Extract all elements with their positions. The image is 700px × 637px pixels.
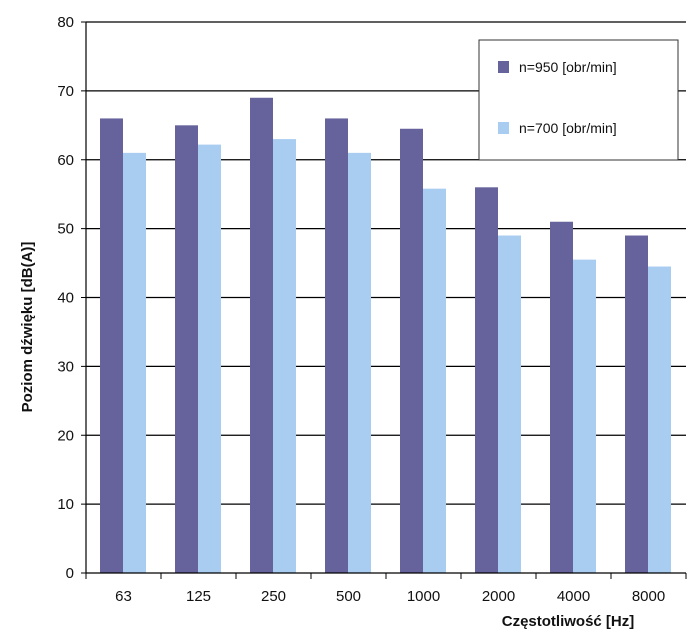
bar-n700-2000	[498, 235, 521, 573]
bar-n700-63	[123, 152, 146, 574]
y-tick-label: 50	[57, 221, 74, 238]
x-tick-label: 250	[261, 588, 286, 605]
bar-n700-1000	[423, 188, 446, 574]
bar-n950-1000	[400, 128, 423, 573]
x-tick-label: 4000	[557, 588, 590, 605]
bar-n950-8000	[625, 235, 648, 573]
x-axis-title: Częstotliwość [Hz]	[502, 613, 635, 630]
bar-n700-250	[273, 139, 296, 573]
x-tick-label: 2000	[482, 588, 515, 605]
y-tick-label: 40	[57, 290, 74, 307]
bar-n950-63	[100, 118, 123, 574]
x-tick-label: 63	[115, 588, 132, 605]
x-tick-label: 8000	[632, 588, 665, 605]
y-tick-label: 30	[57, 358, 74, 375]
legend: n=950 [obr/min] n=700 [obr/min]	[478, 39, 679, 161]
bar-n700-8000	[648, 266, 671, 573]
bar-n950-125	[175, 125, 198, 573]
bar-n700-125	[198, 144, 221, 573]
y-tick-label: 60	[57, 152, 74, 169]
bar-n700-4000	[573, 259, 596, 573]
bar-n950-4000	[550, 221, 573, 574]
x-tick-label: 500	[336, 588, 361, 605]
legend-box	[478, 39, 679, 161]
axes	[81, 21, 687, 579]
bars	[100, 97, 671, 574]
legend-swatch-n700	[498, 122, 509, 134]
legend-label-n950: n=950 [obr/min]	[519, 59, 617, 75]
y-tick-label: 20	[57, 427, 74, 444]
y-tick-label: 0	[66, 565, 74, 582]
legend-label-n700: n=700 [obr/min]	[519, 120, 617, 136]
x-tick-label: 1000	[407, 588, 440, 605]
y-tick-labels: 0 10 20 30 40 50 60 70 80	[57, 14, 74, 582]
bar-n950-2000	[475, 187, 498, 574]
bar-n950-250	[250, 97, 273, 573]
y-tick-label: 70	[57, 83, 74, 100]
y-tick-label: 80	[57, 14, 74, 31]
y-axis-title: Poziom dźwięku [dB(A)]	[19, 242, 36, 413]
x-tick-labels: 63 125 250 500 1000 2000 4000 8000	[115, 588, 665, 605]
x-tick-label: 125	[186, 588, 211, 605]
bar-n700-500	[348, 152, 371, 574]
legend-swatch-n950	[498, 61, 509, 73]
bar-n950-500	[325, 118, 348, 574]
y-tick-label: 10	[57, 496, 74, 513]
